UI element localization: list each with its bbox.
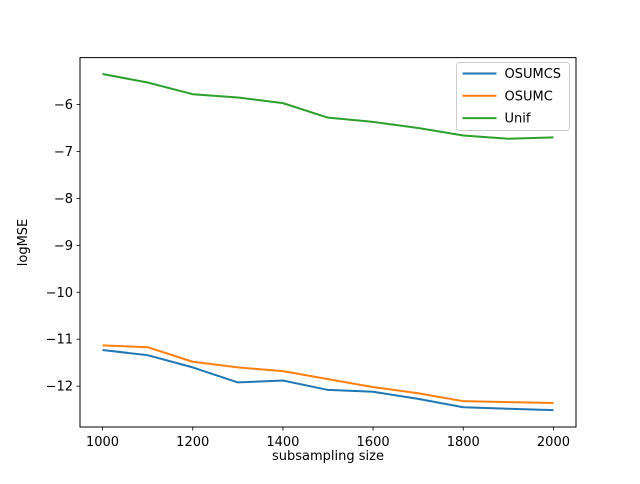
y-tick-label: −9	[54, 239, 73, 254]
legend-label-OSUMC: OSUMC	[505, 89, 553, 104]
y-axis-title: logMSE	[16, 219, 31, 267]
y-tick-label: −12	[46, 380, 73, 395]
series-line-OSUMCS	[102, 349, 554, 412]
x-tick-label: 1800	[447, 435, 480, 450]
y-tick-label: −7	[54, 145, 73, 160]
legend-label-OSUMCS: OSUMCS	[505, 67, 562, 82]
series-line-Unif	[102, 73, 554, 140]
x-tick-label: 1400	[266, 435, 299, 450]
y-tick-label: −11	[46, 333, 73, 348]
x-axis-title: subsampling size	[272, 449, 384, 464]
y-tick-label: −10	[46, 286, 73, 301]
legend-label-Unif: Unif	[505, 112, 531, 127]
y-tick-label: −6	[54, 98, 73, 113]
x-tick-label: 1600	[357, 435, 390, 450]
legend-box	[456, 62, 570, 131]
x-tick-label: 2000	[537, 435, 570, 450]
plot-border	[79, 57, 577, 428]
x-tick-label: 1000	[86, 435, 119, 450]
series-line-OSUMC	[102, 344, 554, 405]
x-tick-label: 1200	[176, 435, 209, 450]
y-tick-label: −8	[54, 192, 73, 207]
